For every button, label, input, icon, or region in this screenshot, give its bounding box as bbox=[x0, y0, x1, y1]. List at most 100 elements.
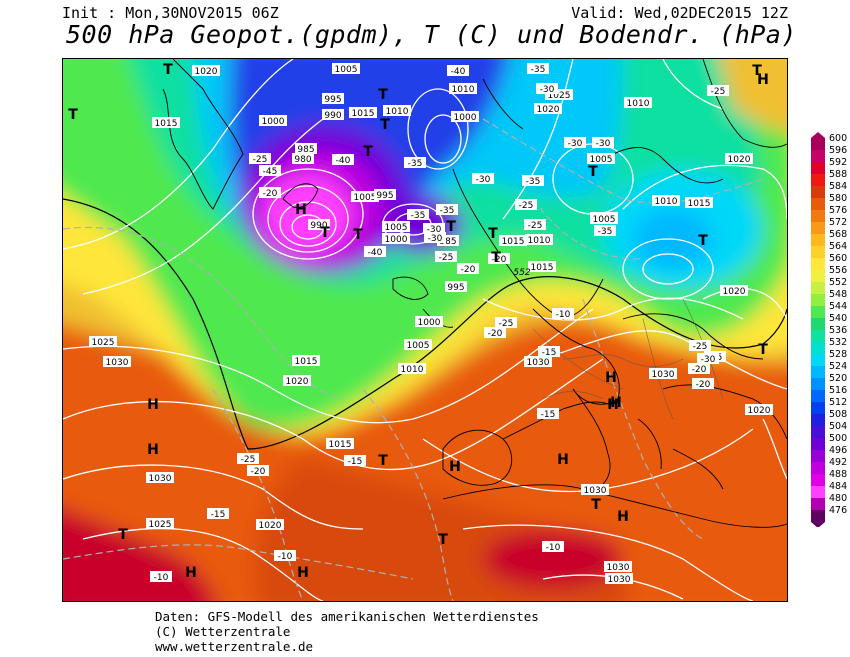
isotherm-temperature-label: -20 bbox=[484, 327, 506, 339]
color-scale-swatch bbox=[811, 222, 825, 234]
isobar-pressure-label: 1015 bbox=[326, 438, 354, 450]
high-pressure-marker: H bbox=[147, 397, 159, 413]
svg-text:985: 985 bbox=[297, 145, 314, 155]
isobar-pressure-label: 985 bbox=[295, 143, 317, 155]
svg-text:-25: -25 bbox=[519, 201, 534, 211]
isobar-pressure-label: 1025 bbox=[545, 89, 573, 101]
svg-text:-25: -25 bbox=[528, 221, 543, 231]
low-pressure-marker: T bbox=[363, 144, 373, 160]
svg-text:1020: 1020 bbox=[537, 105, 560, 115]
svg-text:1000: 1000 bbox=[385, 235, 408, 245]
color-scale-label: 480 bbox=[829, 493, 848, 504]
isotherm-temperature-label: -40 bbox=[364, 246, 386, 258]
low-pressure-marker: T bbox=[380, 117, 390, 133]
low-pressure-marker: T bbox=[758, 342, 768, 358]
svg-text:-25: -25 bbox=[711, 87, 726, 97]
svg-text:1015: 1015 bbox=[688, 199, 711, 209]
high-pressure-marker: H bbox=[295, 202, 307, 218]
isotherm-temperature-label: -10 bbox=[150, 571, 172, 583]
svg-text:-30: -30 bbox=[427, 225, 442, 235]
svg-text:-35: -35 bbox=[411, 211, 426, 221]
low-pressure-marker: T bbox=[68, 107, 78, 123]
svg-text:-40: -40 bbox=[336, 156, 351, 166]
svg-text:995: 995 bbox=[324, 95, 341, 105]
isobar-pressure-label: 1030 bbox=[103, 356, 131, 368]
svg-text:1010: 1010 bbox=[452, 85, 475, 95]
color-scale-label: 540 bbox=[829, 313, 848, 324]
isotherm-temperature-label: -25 bbox=[515, 199, 537, 211]
isobar-pressure-label: 1000 bbox=[451, 111, 479, 123]
high-pressure-marker: H bbox=[147, 442, 159, 458]
color-scale-label: 508 bbox=[829, 409, 848, 420]
color-scale-label: 488 bbox=[829, 469, 848, 480]
color-scale-swatch bbox=[811, 306, 825, 318]
svg-text:-30: -30 bbox=[568, 139, 583, 149]
svg-text:1005: 1005 bbox=[354, 193, 377, 203]
color-scale-swatch bbox=[811, 294, 825, 306]
color-scale bbox=[811, 132, 825, 531]
isotherm-temperature-label: -30 bbox=[564, 137, 586, 149]
color-scale-bar bbox=[811, 132, 825, 528]
isobar-pressure-label: 1015 bbox=[499, 235, 527, 247]
svg-text:1015: 1015 bbox=[531, 263, 554, 273]
isobar-pressure-label: 1015 bbox=[349, 107, 377, 119]
footer: Daten: GFS-Modell des amerikanischen Wet… bbox=[155, 609, 539, 654]
isobar-pressure-label: 1000 bbox=[382, 233, 410, 245]
color-scale-label: 500 bbox=[829, 433, 848, 444]
svg-text:-25: -25 bbox=[499, 319, 514, 329]
geopotential-label: 552 bbox=[513, 268, 530, 278]
isotherm-temperature-label: -25 bbox=[237, 453, 259, 465]
svg-text:1015: 1015 bbox=[329, 440, 352, 450]
geopotential-fill bbox=[63, 59, 787, 601]
svg-text:990: 990 bbox=[324, 111, 341, 121]
color-scale-label: 520 bbox=[829, 373, 848, 384]
isobar-pressure-label: 1005 bbox=[404, 339, 432, 351]
color-scale-label: 492 bbox=[829, 457, 848, 468]
svg-text:995: 995 bbox=[376, 191, 393, 201]
color-scale-swatch bbox=[811, 150, 825, 162]
isobar-pressure-label: 1025 bbox=[146, 518, 174, 530]
isotherm-temperature-label: -30 bbox=[472, 173, 494, 185]
low-pressure-marker: T bbox=[118, 527, 128, 543]
color-scale-swatch bbox=[811, 162, 825, 174]
isobar-pressure-label: 995 bbox=[322, 93, 344, 105]
isobar-pressure-label: 1020 bbox=[283, 375, 311, 387]
isobar-pressure-label: 1030 bbox=[649, 368, 677, 380]
temperature-isotherms bbox=[63, 118, 764, 601]
svg-text:-10: -10 bbox=[546, 543, 561, 553]
svg-text:1005: 1005 bbox=[335, 65, 358, 75]
valid-time-label: Valid: Wed,02DEC2015 12Z bbox=[571, 4, 788, 22]
svg-text:-30: -30 bbox=[596, 139, 611, 149]
color-scale-label: 512 bbox=[829, 397, 848, 408]
svg-text:1030: 1030 bbox=[149, 474, 172, 484]
svg-text:1000: 1000 bbox=[454, 113, 477, 123]
svg-text:1015: 1015 bbox=[502, 237, 525, 247]
color-scale-swatch bbox=[811, 138, 825, 150]
color-scale-label: 596 bbox=[829, 145, 848, 156]
color-scale-bottom-arrow bbox=[811, 522, 825, 528]
svg-text:-40: -40 bbox=[368, 248, 383, 258]
svg-text:-30: -30 bbox=[476, 175, 491, 185]
color-scale-label: 544 bbox=[829, 301, 848, 312]
high-pressure-marker: H bbox=[605, 370, 617, 386]
isotherm-temperature-label: -40 bbox=[447, 65, 469, 77]
isotherm-temperature-label: -15 bbox=[537, 408, 559, 420]
svg-text:985: 985 bbox=[439, 237, 456, 247]
svg-text:-15: -15 bbox=[542, 348, 557, 358]
svg-text:-30: -30 bbox=[540, 85, 555, 95]
footer-data-source: Daten: GFS-Modell des amerikanischen Wet… bbox=[155, 609, 539, 624]
svg-text:-25: -25 bbox=[439, 253, 454, 263]
svg-text:-10: -10 bbox=[278, 552, 293, 562]
isobar-pressure-label: 1015 bbox=[152, 117, 180, 129]
svg-text:1020: 1020 bbox=[748, 406, 771, 416]
svg-text:1025: 1025 bbox=[548, 91, 571, 101]
svg-text:1020: 1020 bbox=[723, 287, 746, 297]
isotherm-temperature-label: -25 bbox=[249, 153, 271, 165]
isotherm-temperature-label: -35 bbox=[527, 63, 549, 75]
isotherm-temperature-label: -30 bbox=[536, 83, 558, 95]
svg-text:-30: -30 bbox=[701, 355, 716, 365]
isobar-pressure-label: 1020 bbox=[745, 404, 773, 416]
low-pressure-marker: T bbox=[378, 87, 388, 103]
low-pressure-marker: T bbox=[488, 226, 498, 242]
color-scale-swatch bbox=[811, 258, 825, 270]
